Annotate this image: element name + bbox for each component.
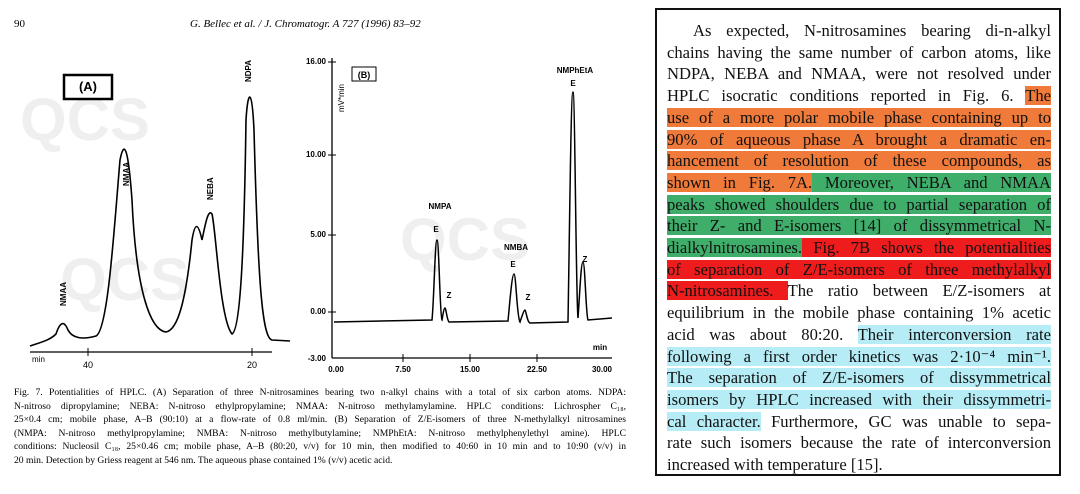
text-line: N-nitrosamines. The ratio between E/Z-is… bbox=[667, 280, 1051, 302]
text-segment: The bbox=[1025, 86, 1051, 106]
text-segment: Moreover, NEBA and NMAA bbox=[812, 172, 1051, 192]
text-segment: Fig. 7B shows the potentialities bbox=[802, 238, 1051, 258]
text-segment: Their interconversion rate bbox=[857, 324, 1051, 344]
text-line: peaks showed shoulders due to partial se… bbox=[667, 194, 1051, 216]
peak-label: NMAA bbox=[122, 162, 131, 186]
y-tick-label: 5.00 bbox=[310, 230, 326, 239]
text-line: rate such isomers because the rate of in… bbox=[667, 432, 1051, 454]
text-line: As expected, N-nitrosamines bearing di-n… bbox=[667, 20, 1051, 42]
figure-caption: Fig. 7. Potentialities of HPLC. (A) Sepa… bbox=[14, 386, 626, 468]
text-segment: peaks showed shoulders due to partial se… bbox=[667, 194, 1051, 214]
text-segment: their Z- and E-isomers [14] of dissymmet… bbox=[667, 216, 1051, 236]
peak-label: E bbox=[433, 225, 439, 234]
x-tick-label: 30.00 bbox=[592, 365, 613, 374]
text-segment: The separation of Z/E-isomers of dissymm… bbox=[667, 368, 1051, 388]
text-segment: chains having the same number of carbon … bbox=[667, 42, 1051, 62]
text-segment: isomers by HPLC increased with their dis… bbox=[667, 389, 1051, 409]
excerpt-panel: As expected, N-nitrosamines bearing di-n… bbox=[655, 8, 1061, 476]
watermark: QCS bbox=[400, 206, 530, 273]
text-line: The separation of Z/E-isomers of dissymm… bbox=[667, 367, 1051, 389]
x-tick-label: 0.00 bbox=[328, 365, 344, 374]
text-line: dialkylnitrosamines. Fig. 7B shows the p… bbox=[667, 237, 1051, 259]
watermark: QCS bbox=[20, 86, 150, 153]
figure-label: (B) bbox=[358, 70, 371, 80]
text-segment: equilibrium in the mobile phase containi… bbox=[667, 303, 1051, 323]
peak-label: Z bbox=[526, 293, 531, 302]
peak-label: NMPhEtA bbox=[557, 66, 594, 75]
text-line: use of a more polar mobile phase contain… bbox=[667, 107, 1051, 129]
caption-line: 20 min. Detection by Griess reagent at 5… bbox=[14, 454, 393, 466]
peak-label: NMAA bbox=[59, 282, 68, 306]
peak-label: Z bbox=[583, 255, 588, 264]
caption-line: 25×0.4 cm; mobile phase, A–B (90:10) at … bbox=[14, 414, 626, 426]
chromatogram-a bbox=[29, 96, 291, 347]
text-segment: shown in Fig. 7A. bbox=[667, 172, 813, 192]
text-segment: NDPA, NEBA and NMAA, were not resolved u… bbox=[667, 64, 1051, 84]
y-tick-label: 16.00 bbox=[306, 57, 327, 66]
text-segment: use of a more polar mobile phase contain… bbox=[667, 107, 1051, 127]
running-head: G. Bellec et al. / J. Chromatogr. A 727 … bbox=[190, 18, 421, 30]
text-line: isomers by HPLC increased with their dis… bbox=[667, 389, 1051, 411]
text-line: acid was about 80:20. Their interconvers… bbox=[667, 324, 1051, 346]
watermark: QCS bbox=[60, 246, 190, 313]
text-line: 90% of aqueous phase A brought a dramati… bbox=[667, 129, 1051, 151]
label-box bbox=[351, 66, 377, 82]
text-segment: cal character. bbox=[667, 411, 761, 431]
x-tick-label: 22.50 bbox=[527, 365, 548, 374]
figure-label: (A) bbox=[79, 79, 97, 94]
text-segment: 90% of aqueous phase A brought a dramati… bbox=[667, 129, 1051, 149]
text-line: NDPA, NEBA and NMAA, were not resolved u… bbox=[667, 63, 1051, 85]
text-line: increased with temperature [15]. bbox=[667, 454, 1051, 476]
chromatogram-b bbox=[333, 91, 613, 324]
peak-label: NMBA bbox=[504, 243, 528, 252]
text-segment: N-nitrosamines. bbox=[667, 281, 788, 301]
label-box bbox=[62, 73, 114, 101]
peak-label: Z bbox=[447, 291, 452, 300]
x-axis-unit: min bbox=[593, 343, 607, 352]
text-line: shown in Fig. 7A. Moreover, NEBA and NMA… bbox=[667, 172, 1051, 194]
text-segment: following a first order kinetics was 2·1… bbox=[667, 346, 1051, 366]
peak-label: NDPA bbox=[244, 60, 253, 82]
peak-label: NMPA bbox=[429, 202, 452, 211]
x-tick-label: 7.50 bbox=[395, 365, 411, 374]
text-line: equilibrium in the mobile phase containi… bbox=[667, 302, 1051, 324]
text-segment: dialkylnitrosamines. bbox=[667, 238, 803, 258]
text-segment: As expected, N-nitrosamines bearing di-n… bbox=[693, 21, 1051, 40]
figure: (A) min 40 20 NMAA NMAA NEBA NDPA 16.00 … bbox=[20, 57, 613, 374]
peak-label: E bbox=[510, 260, 516, 269]
text-segment: HPLC isocratic conditions reported in Fi… bbox=[667, 86, 1026, 106]
caption-line: N-nitroso dipropylamine; NEBA: N-nitroso… bbox=[14, 400, 626, 412]
caption-line: (NMPA: N-nitroso methylpropylamine; NMBA… bbox=[14, 427, 626, 439]
text-line: chains having the same number of carbon … bbox=[667, 42, 1051, 64]
text-line: their Z- and E-isomers [14] of dissymmet… bbox=[667, 215, 1051, 237]
x-tick-label: 15.00 bbox=[460, 365, 481, 374]
text-segment: hancement of resolution of these compoun… bbox=[667, 151, 1051, 171]
x-tick-label: 20 bbox=[247, 360, 257, 370]
text-line: HPLC isocratic conditions reported in Fi… bbox=[667, 85, 1051, 107]
y-tick-label: 0.00 bbox=[310, 307, 326, 316]
y-tick-label: 10.00 bbox=[306, 150, 327, 159]
x-tick-label: 40 bbox=[83, 360, 93, 370]
text-segment: increased with temperature [15]. bbox=[667, 455, 883, 475]
text-segment: acid was about 80:20. bbox=[667, 324, 858, 344]
page-number: 90 bbox=[14, 18, 25, 30]
text-segment: rate such isomers because the rate of in… bbox=[667, 433, 1051, 453]
peak-label: NEBA bbox=[206, 177, 215, 200]
peak-label: E bbox=[570, 79, 576, 88]
text-line: following a first order kinetics was 2·1… bbox=[667, 346, 1051, 368]
text-line: cal character. Furthermore, GC was unabl… bbox=[667, 411, 1051, 433]
text-line: hancement of resolution of these compoun… bbox=[667, 150, 1051, 172]
y-tick-label: -3.00 bbox=[308, 354, 327, 363]
text-line: of separation of Z/E-isomers of three me… bbox=[667, 259, 1051, 281]
text-segment: Furthermore, GC was unable to sepa- bbox=[760, 411, 1051, 431]
text-segment: The ratio between E/Z-isomers at bbox=[787, 281, 1051, 301]
text-segment: of separation of Z/E-isomers of three me… bbox=[667, 259, 1051, 279]
y-axis-label: mV*min bbox=[337, 84, 346, 112]
x-axis-unit: min bbox=[32, 355, 45, 364]
caption-line: Fig. 7. Potentialities of HPLC. (A) Sepa… bbox=[14, 387, 626, 398]
caption-line: conditions: Nucleosil C₁₈, 25×0.46 cm; m… bbox=[14, 441, 626, 453]
